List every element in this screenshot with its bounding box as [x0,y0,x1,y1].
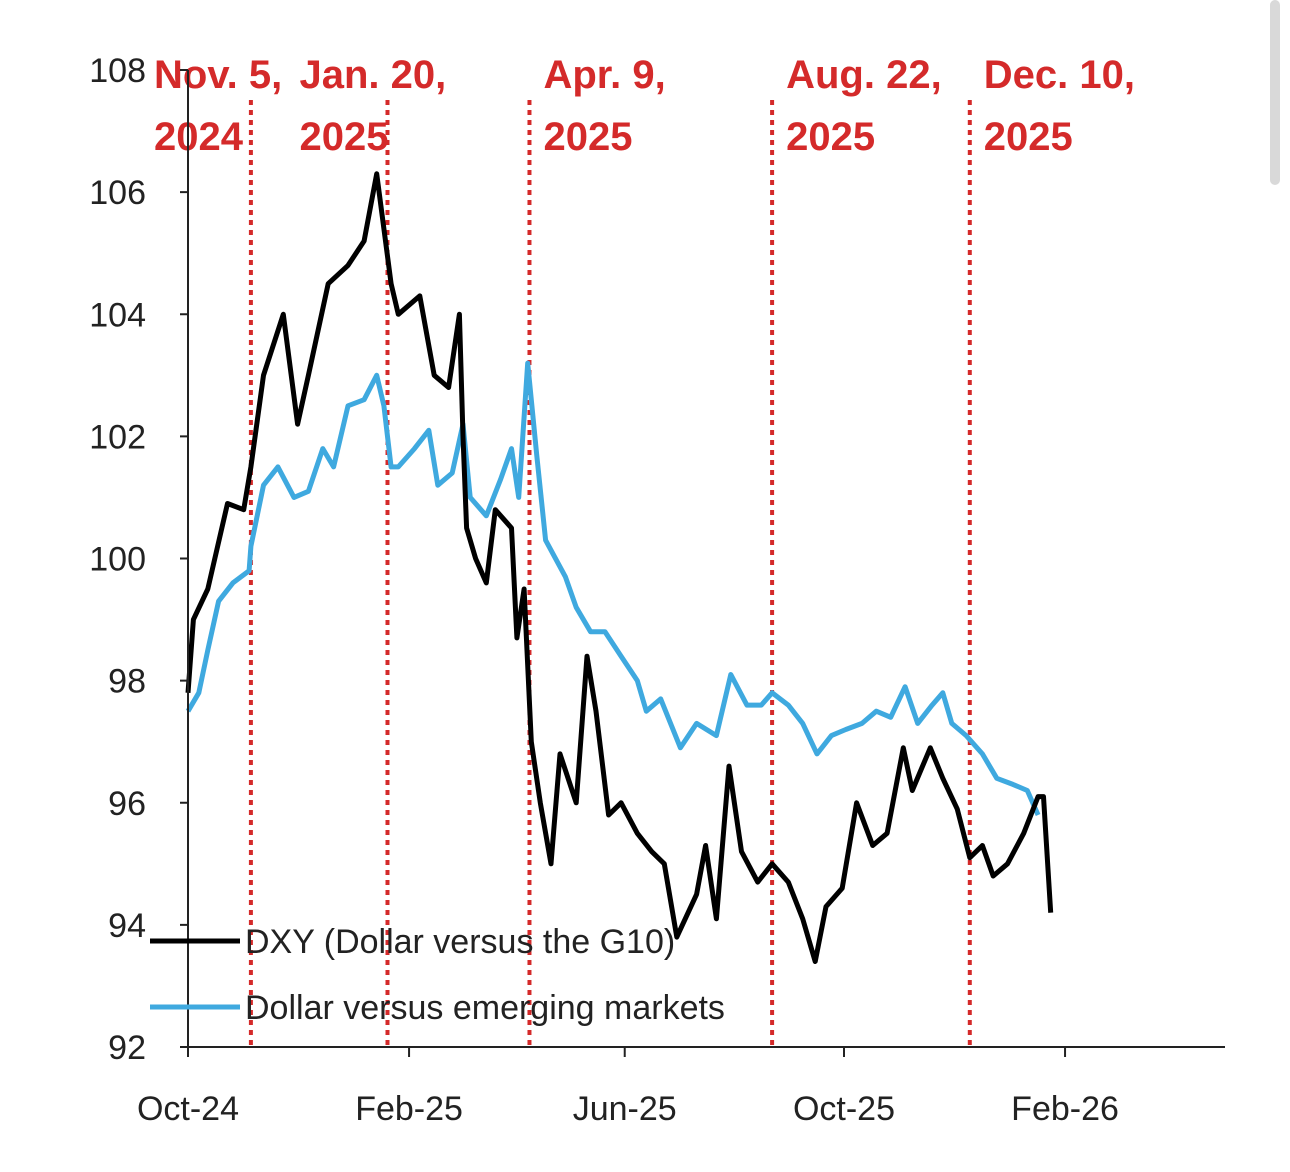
event-label-line2: 2024 [154,115,244,159]
y-tick-label: 96 [108,785,146,823]
y-ticks: 92 94 96 98 100 102 104 106 108 [89,52,188,1067]
y-tick-label: 108 [89,52,146,90]
event-label-line2: 2025 [786,115,875,159]
event-label-line1: Nov. 5, [154,53,282,97]
series-line-dxy [185,171,1054,964]
y-tick-label: 102 [89,418,146,456]
y-tick-label: 104 [89,296,146,334]
legend: DXY (Dollar versus the G10) Dollar versu… [150,923,725,1027]
x-tick-label: Jun-25 [573,1090,677,1128]
scrollbar[interactable] [1270,0,1280,185]
event-label-line1: Apr. 9, [543,53,665,97]
legend-label-dxy: DXY (Dollar versus the G10) [245,923,675,961]
event-label-line2: 2025 [299,115,388,159]
y-tick-label: 94 [108,907,146,945]
event-label-line1: Jan. 20, [299,53,446,97]
x-tick-label: Oct-24 [137,1090,239,1128]
y-tick-label: 98 [108,663,146,701]
x-tick-label: Feb-26 [1011,1090,1119,1128]
series-line-em [185,360,1041,817]
legend-label-em: Dollar versus emerging markets [245,989,725,1027]
x-ticks: Oct-24 Feb-25 Jun-25 Oct-25 Feb-26 [137,1047,1119,1128]
event-markers: Nov. 5, 2024 Jan. 20, 2025 Apr. 9, 2025 Aug. 2… [154,53,1135,1047]
y-tick-label: 106 [89,174,146,212]
event-label-line1: Aug. 22, [786,53,942,97]
event-label-line1: Dec. 10, [984,53,1135,97]
event-label-line2: 2025 [984,115,1073,159]
axes [187,70,1225,1048]
y-tick-label: 100 [89,541,146,579]
event-label-line2: 2025 [543,115,632,159]
x-tick-label: Feb-25 [355,1090,463,1128]
y-tick-label: 92 [108,1029,146,1067]
x-tick-label: Oct-25 [793,1090,895,1128]
series-lines [185,171,1054,964]
